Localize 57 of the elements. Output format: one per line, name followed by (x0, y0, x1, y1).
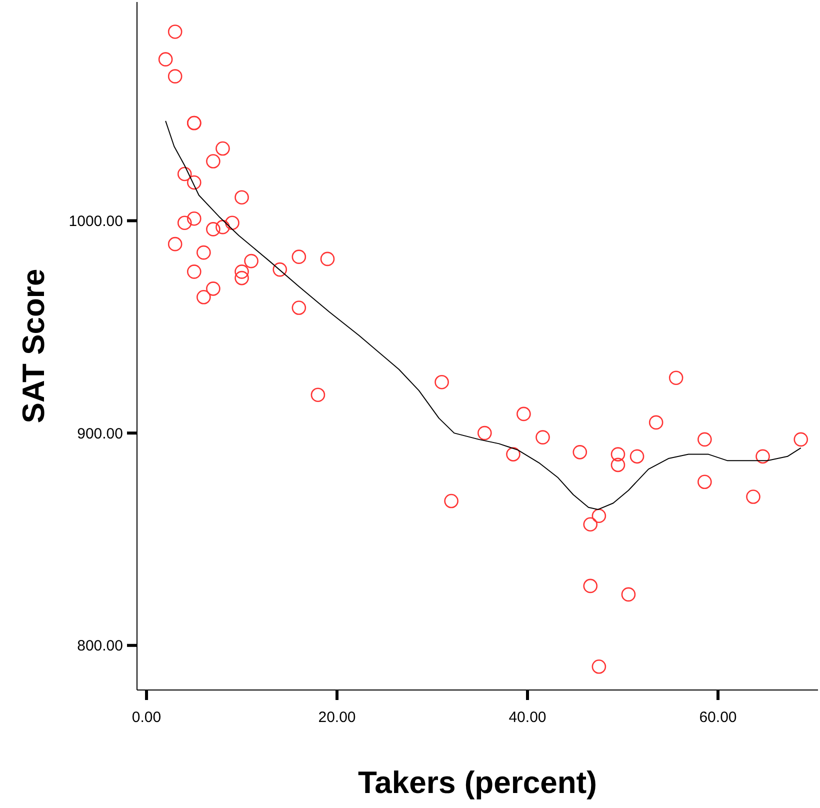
point (592, 659, 606, 674)
x-tick-label: 60.00 (699, 709, 737, 726)
y-tick-label: 1000.00 (68, 212, 123, 230)
point (168, 236, 182, 252)
point (630, 449, 644, 464)
point (756, 449, 770, 464)
point (177, 166, 192, 182)
y-axis-title: SAT Score (16, 268, 51, 424)
x-axis-title: Takers (percent) (358, 765, 597, 800)
point (310, 388, 326, 402)
point (516, 406, 531, 422)
point (610, 458, 626, 472)
point (206, 222, 220, 236)
point (234, 190, 249, 205)
point (216, 141, 230, 156)
point (610, 447, 626, 462)
point (234, 264, 249, 279)
point (168, 69, 182, 84)
point (186, 175, 202, 190)
point (292, 250, 306, 264)
x-tick-label: 0.00 (132, 709, 162, 726)
point (234, 270, 249, 286)
point (158, 52, 173, 66)
point (668, 370, 684, 385)
point (536, 430, 550, 444)
point (794, 432, 808, 447)
point (186, 264, 202, 279)
x-tick-label: 20.00 (318, 709, 356, 726)
point (621, 587, 636, 602)
point (244, 254, 258, 268)
point (206, 282, 220, 296)
point (583, 578, 598, 594)
point (698, 432, 712, 447)
point (320, 252, 335, 266)
point (698, 474, 712, 490)
point (746, 490, 760, 504)
point (292, 300, 306, 315)
point (272, 262, 288, 277)
point (592, 508, 606, 524)
point (477, 426, 492, 440)
point (206, 154, 220, 168)
x-tick-label: 40.00 (508, 709, 546, 726)
point (168, 24, 182, 39)
point (216, 220, 230, 234)
y-tick-label: 900.00 (77, 425, 123, 442)
point (225, 216, 240, 230)
point (444, 494, 458, 508)
point (583, 517, 598, 532)
point (177, 216, 192, 230)
point (186, 211, 202, 226)
point (196, 245, 211, 260)
point (506, 447, 520, 462)
point (572, 445, 588, 460)
point (434, 374, 449, 390)
point (648, 415, 664, 430)
point (196, 290, 211, 304)
y-tick-label: 800.00 (77, 638, 123, 655)
